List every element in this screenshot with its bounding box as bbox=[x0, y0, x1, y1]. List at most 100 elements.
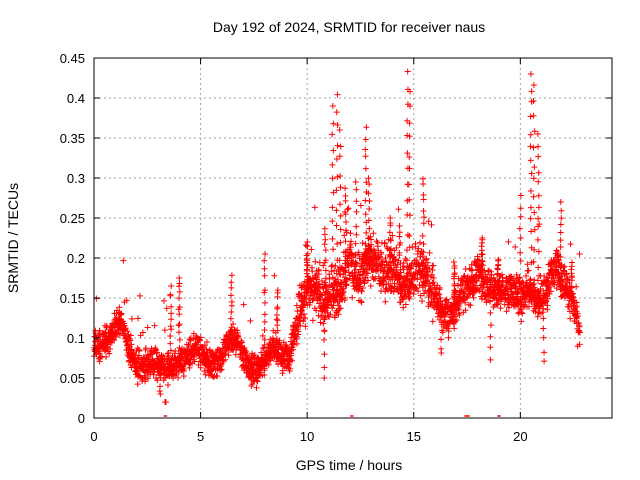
data-point bbox=[576, 323, 583, 330]
data-point bbox=[294, 340, 301, 347]
spike-point bbox=[403, 247, 410, 254]
y-tick-label: 0.4 bbox=[67, 91, 85, 106]
spike-point bbox=[535, 169, 542, 176]
data-point bbox=[576, 341, 583, 348]
data-point bbox=[382, 298, 389, 305]
data-point bbox=[419, 297, 426, 304]
data-point bbox=[426, 249, 433, 256]
spike-point bbox=[362, 211, 369, 218]
data-point bbox=[120, 257, 127, 264]
dip-point bbox=[438, 350, 445, 357]
spike-point bbox=[337, 271, 344, 278]
spike-point bbox=[478, 267, 485, 274]
dip-point bbox=[438, 321, 445, 328]
data-point bbox=[312, 258, 319, 265]
spike-point bbox=[333, 187, 340, 194]
spike-point bbox=[517, 235, 524, 242]
spike-point bbox=[362, 240, 369, 247]
spike-point bbox=[167, 323, 174, 330]
data-point bbox=[139, 329, 146, 336]
dip-point bbox=[487, 344, 494, 351]
spike-point bbox=[479, 235, 486, 241]
spike-point bbox=[557, 264, 564, 271]
plot-frame bbox=[93, 57, 613, 419]
spike-point bbox=[366, 181, 373, 188]
data-point bbox=[113, 334, 120, 341]
data-point bbox=[555, 257, 562, 264]
data-point bbox=[136, 347, 143, 354]
data-point bbox=[563, 270, 570, 277]
spike-point bbox=[303, 267, 310, 274]
data-point bbox=[420, 290, 427, 297]
data-point bbox=[380, 258, 387, 265]
data-point bbox=[417, 292, 424, 299]
data-point bbox=[415, 288, 422, 295]
spike-point bbox=[176, 288, 183, 295]
data-point bbox=[451, 325, 458, 332]
data-point bbox=[393, 244, 400, 251]
data-point bbox=[298, 307, 305, 314]
data-point bbox=[127, 337, 134, 344]
data-point bbox=[123, 297, 130, 304]
data-point bbox=[317, 319, 324, 326]
spike-point bbox=[321, 241, 328, 248]
spike-point bbox=[530, 291, 537, 298]
data-point bbox=[347, 244, 354, 251]
spike-point bbox=[362, 136, 369, 143]
spike-point bbox=[450, 311, 457, 318]
data-point bbox=[436, 284, 443, 291]
data-point bbox=[293, 302, 300, 309]
spike-point bbox=[322, 275, 329, 282]
spike-point bbox=[420, 241, 427, 248]
data-point bbox=[235, 333, 242, 340]
spike-point bbox=[420, 192, 427, 199]
spike-point bbox=[406, 233, 413, 240]
data-point bbox=[426, 265, 433, 272]
data-point bbox=[309, 317, 316, 324]
spike-point bbox=[167, 340, 174, 347]
spike-point bbox=[516, 274, 523, 281]
data-point bbox=[92, 330, 99, 337]
spike-point bbox=[261, 352, 268, 359]
spike-point bbox=[568, 283, 575, 290]
data-point bbox=[290, 341, 297, 348]
spike-point bbox=[527, 71, 534, 77]
spike-point bbox=[527, 204, 534, 211]
dip-point bbox=[157, 360, 164, 367]
spike-point bbox=[527, 131, 534, 138]
data-point bbox=[326, 313, 333, 320]
spike-point bbox=[353, 231, 360, 238]
data-point bbox=[364, 270, 371, 277]
spike-point bbox=[342, 185, 349, 192]
data-point bbox=[357, 279, 364, 286]
data-point bbox=[317, 283, 324, 290]
data-point bbox=[525, 303, 532, 310]
spike-point bbox=[366, 225, 373, 232]
baseline-marker bbox=[349, 415, 354, 417]
spike-point bbox=[530, 193, 537, 200]
data-point bbox=[524, 261, 531, 268]
data-point bbox=[217, 367, 224, 374]
data-point bbox=[561, 263, 568, 270]
dip-point bbox=[321, 305, 328, 312]
data-point bbox=[222, 351, 229, 358]
spike-point bbox=[261, 336, 268, 343]
data-point bbox=[353, 286, 360, 293]
data-point bbox=[372, 275, 379, 282]
data-point bbox=[345, 205, 352, 212]
spike-point bbox=[517, 249, 524, 256]
dip-point bbox=[540, 325, 547, 332]
spike-point bbox=[334, 240, 341, 247]
data-point bbox=[565, 276, 572, 283]
data-point bbox=[143, 368, 150, 375]
data-point bbox=[370, 230, 377, 237]
data-point bbox=[203, 338, 210, 345]
spike-point bbox=[333, 207, 340, 214]
spike-point bbox=[330, 293, 337, 300]
spike-point bbox=[404, 231, 411, 238]
y-tick-label: 0.3 bbox=[67, 171, 85, 186]
spike-point bbox=[329, 235, 336, 242]
y-axis-title: SRMTID / TECUs bbox=[5, 183, 21, 293]
data-point bbox=[287, 347, 294, 354]
data-point bbox=[423, 272, 430, 279]
